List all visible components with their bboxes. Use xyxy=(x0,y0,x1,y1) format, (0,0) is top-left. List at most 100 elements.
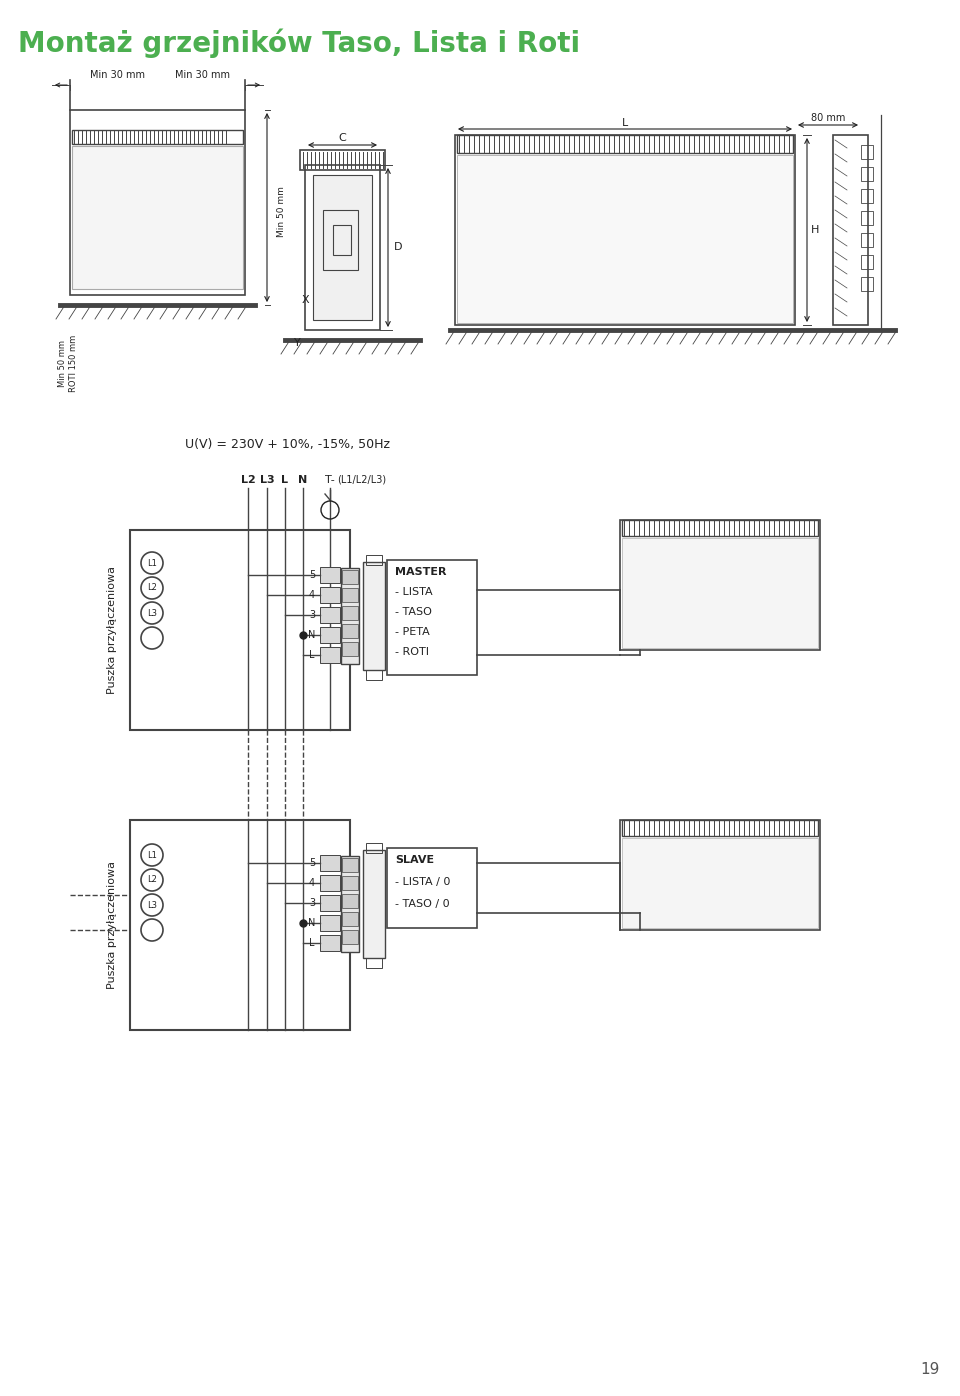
Text: 80 mm: 80 mm xyxy=(811,113,845,123)
Bar xyxy=(342,912,358,926)
Bar xyxy=(861,276,873,290)
Bar xyxy=(861,233,873,247)
Text: L2: L2 xyxy=(241,475,255,484)
Bar xyxy=(333,225,351,255)
Bar xyxy=(320,875,340,891)
Text: Montaż grzejników Taso, Lista i Roti: Montaż grzejników Taso, Lista i Roti xyxy=(18,28,580,57)
Bar xyxy=(622,819,818,836)
Bar xyxy=(320,914,340,931)
Bar xyxy=(342,624,358,638)
Bar xyxy=(305,165,380,329)
Bar xyxy=(366,958,382,967)
Text: L1: L1 xyxy=(147,850,156,860)
Text: N: N xyxy=(299,475,307,484)
Text: - PETA: - PETA xyxy=(395,627,430,637)
Bar xyxy=(861,211,873,225)
Bar xyxy=(300,149,385,170)
Text: L3: L3 xyxy=(147,900,157,910)
Text: Min 50 mm: Min 50 mm xyxy=(277,187,286,237)
Bar xyxy=(342,859,358,872)
Text: L: L xyxy=(309,938,315,948)
Text: - LISTA: - LISTA xyxy=(395,586,433,597)
Bar xyxy=(457,135,793,154)
Bar xyxy=(342,642,358,656)
Bar xyxy=(342,588,358,602)
Bar xyxy=(622,519,818,536)
Bar xyxy=(366,556,382,565)
Text: Min 50 mm
ROTI 150 mm: Min 50 mm ROTI 150 mm xyxy=(59,335,78,392)
Bar xyxy=(72,147,243,289)
Text: L3: L3 xyxy=(260,475,275,484)
Text: 3: 3 xyxy=(309,898,315,907)
Bar xyxy=(622,838,818,928)
Text: C: C xyxy=(338,133,346,142)
Bar xyxy=(72,130,243,144)
Text: (L1/L2/L3): (L1/L2/L3) xyxy=(337,475,387,484)
Text: N: N xyxy=(307,630,315,639)
Text: N: N xyxy=(307,919,315,928)
Bar xyxy=(342,930,358,944)
Bar xyxy=(313,174,372,320)
Text: L2: L2 xyxy=(147,875,156,885)
Bar xyxy=(861,255,873,269)
Bar xyxy=(341,856,359,952)
Bar xyxy=(320,646,340,663)
Bar xyxy=(323,209,358,269)
Bar xyxy=(342,570,358,584)
Text: Puszka przyłączeniowa: Puszka przyłączeniowa xyxy=(107,565,117,694)
Text: H: H xyxy=(811,225,819,235)
Text: L: L xyxy=(622,119,628,128)
Bar xyxy=(320,854,340,871)
Bar xyxy=(861,168,873,181)
Text: Min 30 mm: Min 30 mm xyxy=(175,70,230,80)
Bar xyxy=(455,135,795,325)
Bar xyxy=(341,568,359,664)
Text: - LISTA / 0: - LISTA / 0 xyxy=(395,877,450,886)
Text: L1: L1 xyxy=(147,558,156,568)
Text: L: L xyxy=(309,651,315,660)
Text: - TASO: - TASO xyxy=(395,607,432,617)
Bar xyxy=(861,188,873,202)
Bar xyxy=(387,560,477,676)
Bar xyxy=(363,563,385,670)
Bar xyxy=(320,935,340,951)
Bar xyxy=(861,145,873,159)
Text: D: D xyxy=(394,242,402,253)
Bar xyxy=(457,155,793,322)
Text: MASTER: MASTER xyxy=(395,567,446,577)
Bar xyxy=(833,135,868,325)
Text: X: X xyxy=(301,295,309,304)
Bar xyxy=(320,586,340,603)
Text: Y: Y xyxy=(294,338,300,348)
Bar xyxy=(70,110,245,295)
Bar xyxy=(130,530,350,730)
Text: T-: T- xyxy=(325,475,335,484)
Text: 19: 19 xyxy=(921,1362,940,1378)
Text: - ROTI: - ROTI xyxy=(395,646,429,658)
Text: 4: 4 xyxy=(309,878,315,888)
Text: SLAVE: SLAVE xyxy=(395,854,434,866)
Text: 5: 5 xyxy=(309,570,315,579)
Bar xyxy=(320,627,340,644)
Text: 3: 3 xyxy=(309,610,315,620)
Bar xyxy=(366,843,382,853)
Text: 5: 5 xyxy=(309,859,315,868)
Text: - TASO / 0: - TASO / 0 xyxy=(395,899,449,909)
Bar xyxy=(366,670,382,680)
Bar xyxy=(363,850,385,958)
Bar xyxy=(320,895,340,912)
Text: L: L xyxy=(281,475,289,484)
Bar xyxy=(320,607,340,623)
Text: Puszka przyłączeniowa: Puszka przyłączeniowa xyxy=(107,861,117,988)
Text: U(V) = 230V + 10%, -15%, 50Hz: U(V) = 230V + 10%, -15%, 50Hz xyxy=(185,438,390,451)
Bar xyxy=(620,819,820,930)
Bar xyxy=(620,519,820,651)
Bar xyxy=(342,893,358,907)
Bar xyxy=(342,606,358,620)
Bar xyxy=(622,537,818,648)
Bar xyxy=(130,819,350,1030)
Bar xyxy=(387,847,477,928)
Text: L3: L3 xyxy=(147,609,157,617)
Text: 4: 4 xyxy=(309,591,315,600)
Bar xyxy=(342,877,358,891)
